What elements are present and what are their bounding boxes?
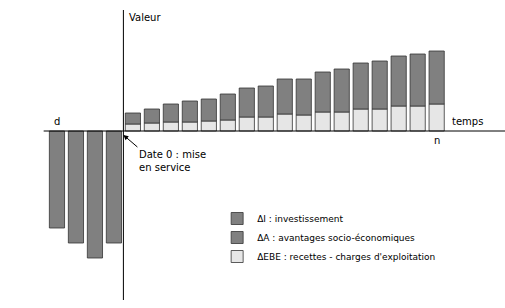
svg-text:temps: temps: [452, 116, 483, 127]
svg-text:n: n: [434, 135, 440, 146]
svg-text:ΔA : avantages socio-économiqu: ΔA : avantages socio-économiques: [257, 233, 415, 243]
svg-text:ΔEBE : recettes - charges d'ex: ΔEBE : recettes - charges d'exploitation: [257, 252, 435, 262]
svg-text:Valeur: Valeur: [129, 12, 161, 23]
svg-text:ΔI : investissement: ΔI : investissement: [257, 214, 343, 224]
svg-text:d: d: [54, 116, 60, 127]
svg-text:Date 0 : miseen service: Date 0 : miseen service: [139, 149, 206, 173]
